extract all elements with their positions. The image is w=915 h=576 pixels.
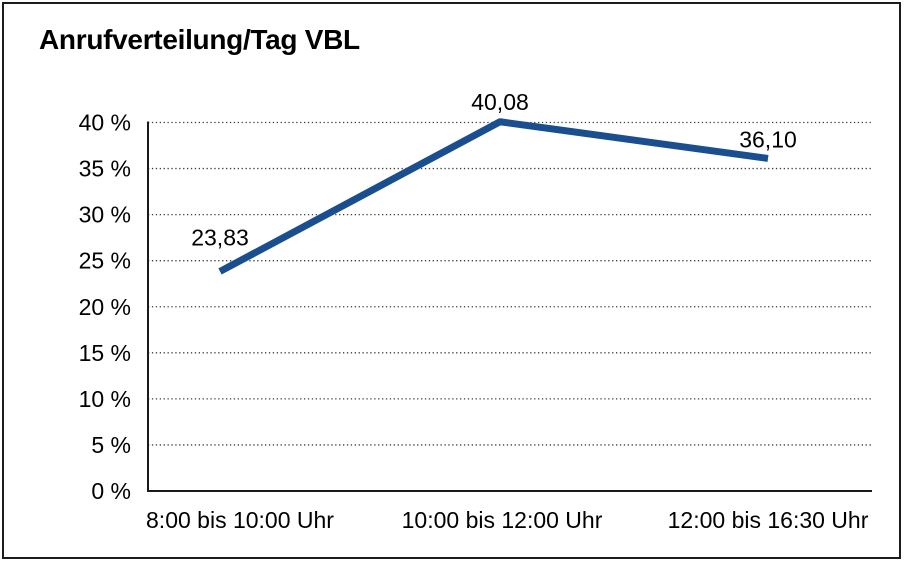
x-axis-category-label: 8:00 bis 10:00 Uhr (146, 507, 334, 533)
y-axis-tick-label: 15 % (79, 340, 131, 366)
data-point-label: 23,83 (191, 224, 249, 250)
y-axis-tick-label: 5 % (91, 432, 131, 458)
x-axis-category-label: 10:00 bis 12:00 Uhr (402, 507, 603, 533)
y-axis-tick-label: 25 % (79, 248, 131, 274)
series-line (218, 118, 769, 275)
data-point-label: 36,10 (739, 126, 797, 152)
y-axis-tick-label: 35 % (79, 156, 131, 182)
chart-title: Anrufverteilung/Tag VBL (39, 24, 360, 55)
data-point-label: 40,08 (471, 89, 529, 115)
x-axis-category-label: 12:00 bis 16:30 Uhr (668, 507, 869, 533)
y-axis-tick-label: 30 % (79, 202, 131, 228)
y-axis-tick-label: 20 % (79, 294, 131, 320)
y-axis-tick-label: 0 % (91, 478, 131, 504)
y-axis-tick-label: 10 % (79, 386, 131, 412)
y-axis-tick-label: 40 % (79, 110, 131, 136)
